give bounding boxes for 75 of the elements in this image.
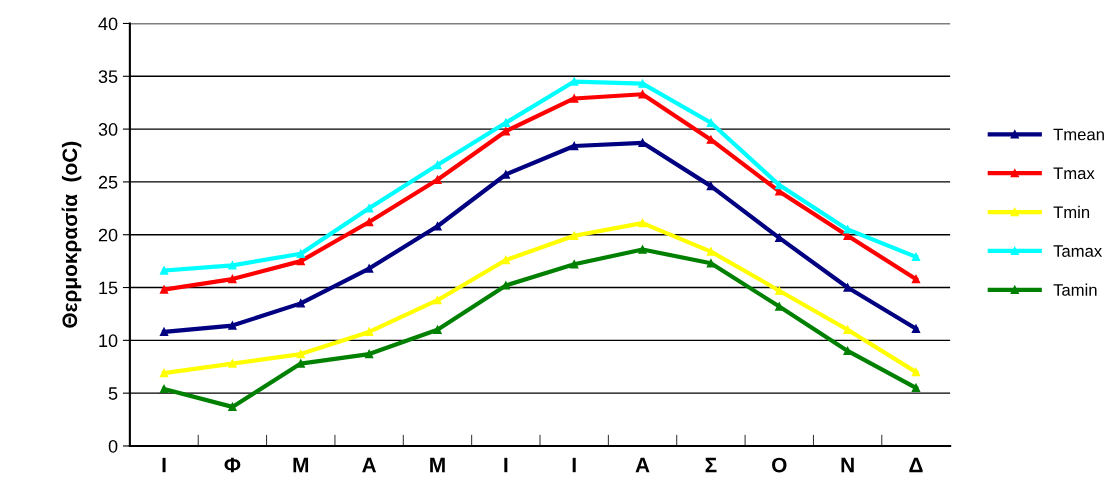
- point: [433, 325, 442, 334]
- y-tick-label: 15: [99, 281, 118, 295]
- point: [570, 260, 579, 269]
- point: [159, 368, 169, 378]
- point: [159, 285, 169, 294]
- x-tick-label: Α: [362, 457, 377, 473]
- x-tick-label: Ι: [162, 457, 166, 473]
- point: [228, 359, 237, 368]
- x-tick-label: Ι: [572, 457, 576, 473]
- point: [911, 383, 921, 393]
- point: [638, 218, 647, 228]
- x-tick-label: Φ: [224, 457, 241, 473]
- point: [364, 349, 374, 359]
- point: [501, 255, 511, 265]
- point: [433, 160, 442, 170]
- x-tick-label: Μ: [430, 457, 445, 473]
- y-tick-label: 35: [98, 70, 118, 83]
- point: [638, 138, 647, 147]
- y-axis-title: Θερμοκρασία (oC): [61, 141, 82, 328]
- point: [364, 217, 374, 227]
- point: [911, 274, 921, 284]
- point: [843, 283, 852, 292]
- x-tick-label: Δ: [909, 457, 923, 473]
- x-tick-label: Μ: [293, 457, 309, 473]
- x-tick-label: Σ: [705, 457, 717, 473]
- legend-label: Tamin: [1053, 283, 1097, 296]
- y-tick-label: 0: [108, 439, 118, 453]
- point: [159, 266, 169, 275]
- point: [570, 77, 579, 86]
- point: [159, 327, 169, 337]
- x-tick-label: Α: [635, 457, 650, 473]
- point: [296, 349, 305, 359]
- legend-label: Tmean: [1053, 128, 1104, 141]
- point: [364, 327, 374, 337]
- point: [911, 252, 921, 262]
- point: [159, 384, 169, 394]
- point: [706, 259, 716, 268]
- point: [228, 261, 237, 270]
- point: [706, 247, 716, 256]
- point: [775, 286, 784, 295]
- legend-label: Tamax: [1053, 245, 1102, 257]
- point: [433, 175, 442, 184]
- point: [638, 79, 647, 88]
- y-tick-label: 10: [99, 334, 118, 348]
- y-tick-label: 40: [98, 17, 118, 31]
- point: [775, 302, 784, 311]
- point: [296, 249, 305, 258]
- point: [638, 245, 647, 254]
- point: [911, 367, 921, 377]
- point: [638, 90, 647, 99]
- point: [364, 264, 374, 273]
- x-tick-label: Ο: [772, 457, 787, 473]
- point: [911, 324, 921, 333]
- point: [296, 359, 305, 368]
- legend-label: Tmax: [1053, 167, 1095, 180]
- point: [843, 346, 852, 356]
- y-tick-label: 30: [98, 123, 118, 136]
- point: [296, 299, 305, 308]
- x-tick-label: Ι: [504, 457, 508, 473]
- point: [570, 231, 579, 240]
- legend-label: Tmin: [1053, 205, 1090, 218]
- point: [775, 180, 784, 190]
- point: [228, 274, 237, 284]
- point: [433, 296, 442, 305]
- x-tick-label: Ν: [841, 457, 854, 473]
- point: [570, 94, 579, 103]
- point: [433, 222, 442, 231]
- y-tick-label: 25: [98, 175, 118, 189]
- y-tick-label: 20: [98, 228, 118, 242]
- point: [843, 225, 852, 234]
- point: [228, 402, 237, 412]
- point: [843, 325, 852, 334]
- point: [570, 141, 579, 151]
- point: [228, 321, 237, 330]
- y-tick-label: 5: [108, 387, 118, 400]
